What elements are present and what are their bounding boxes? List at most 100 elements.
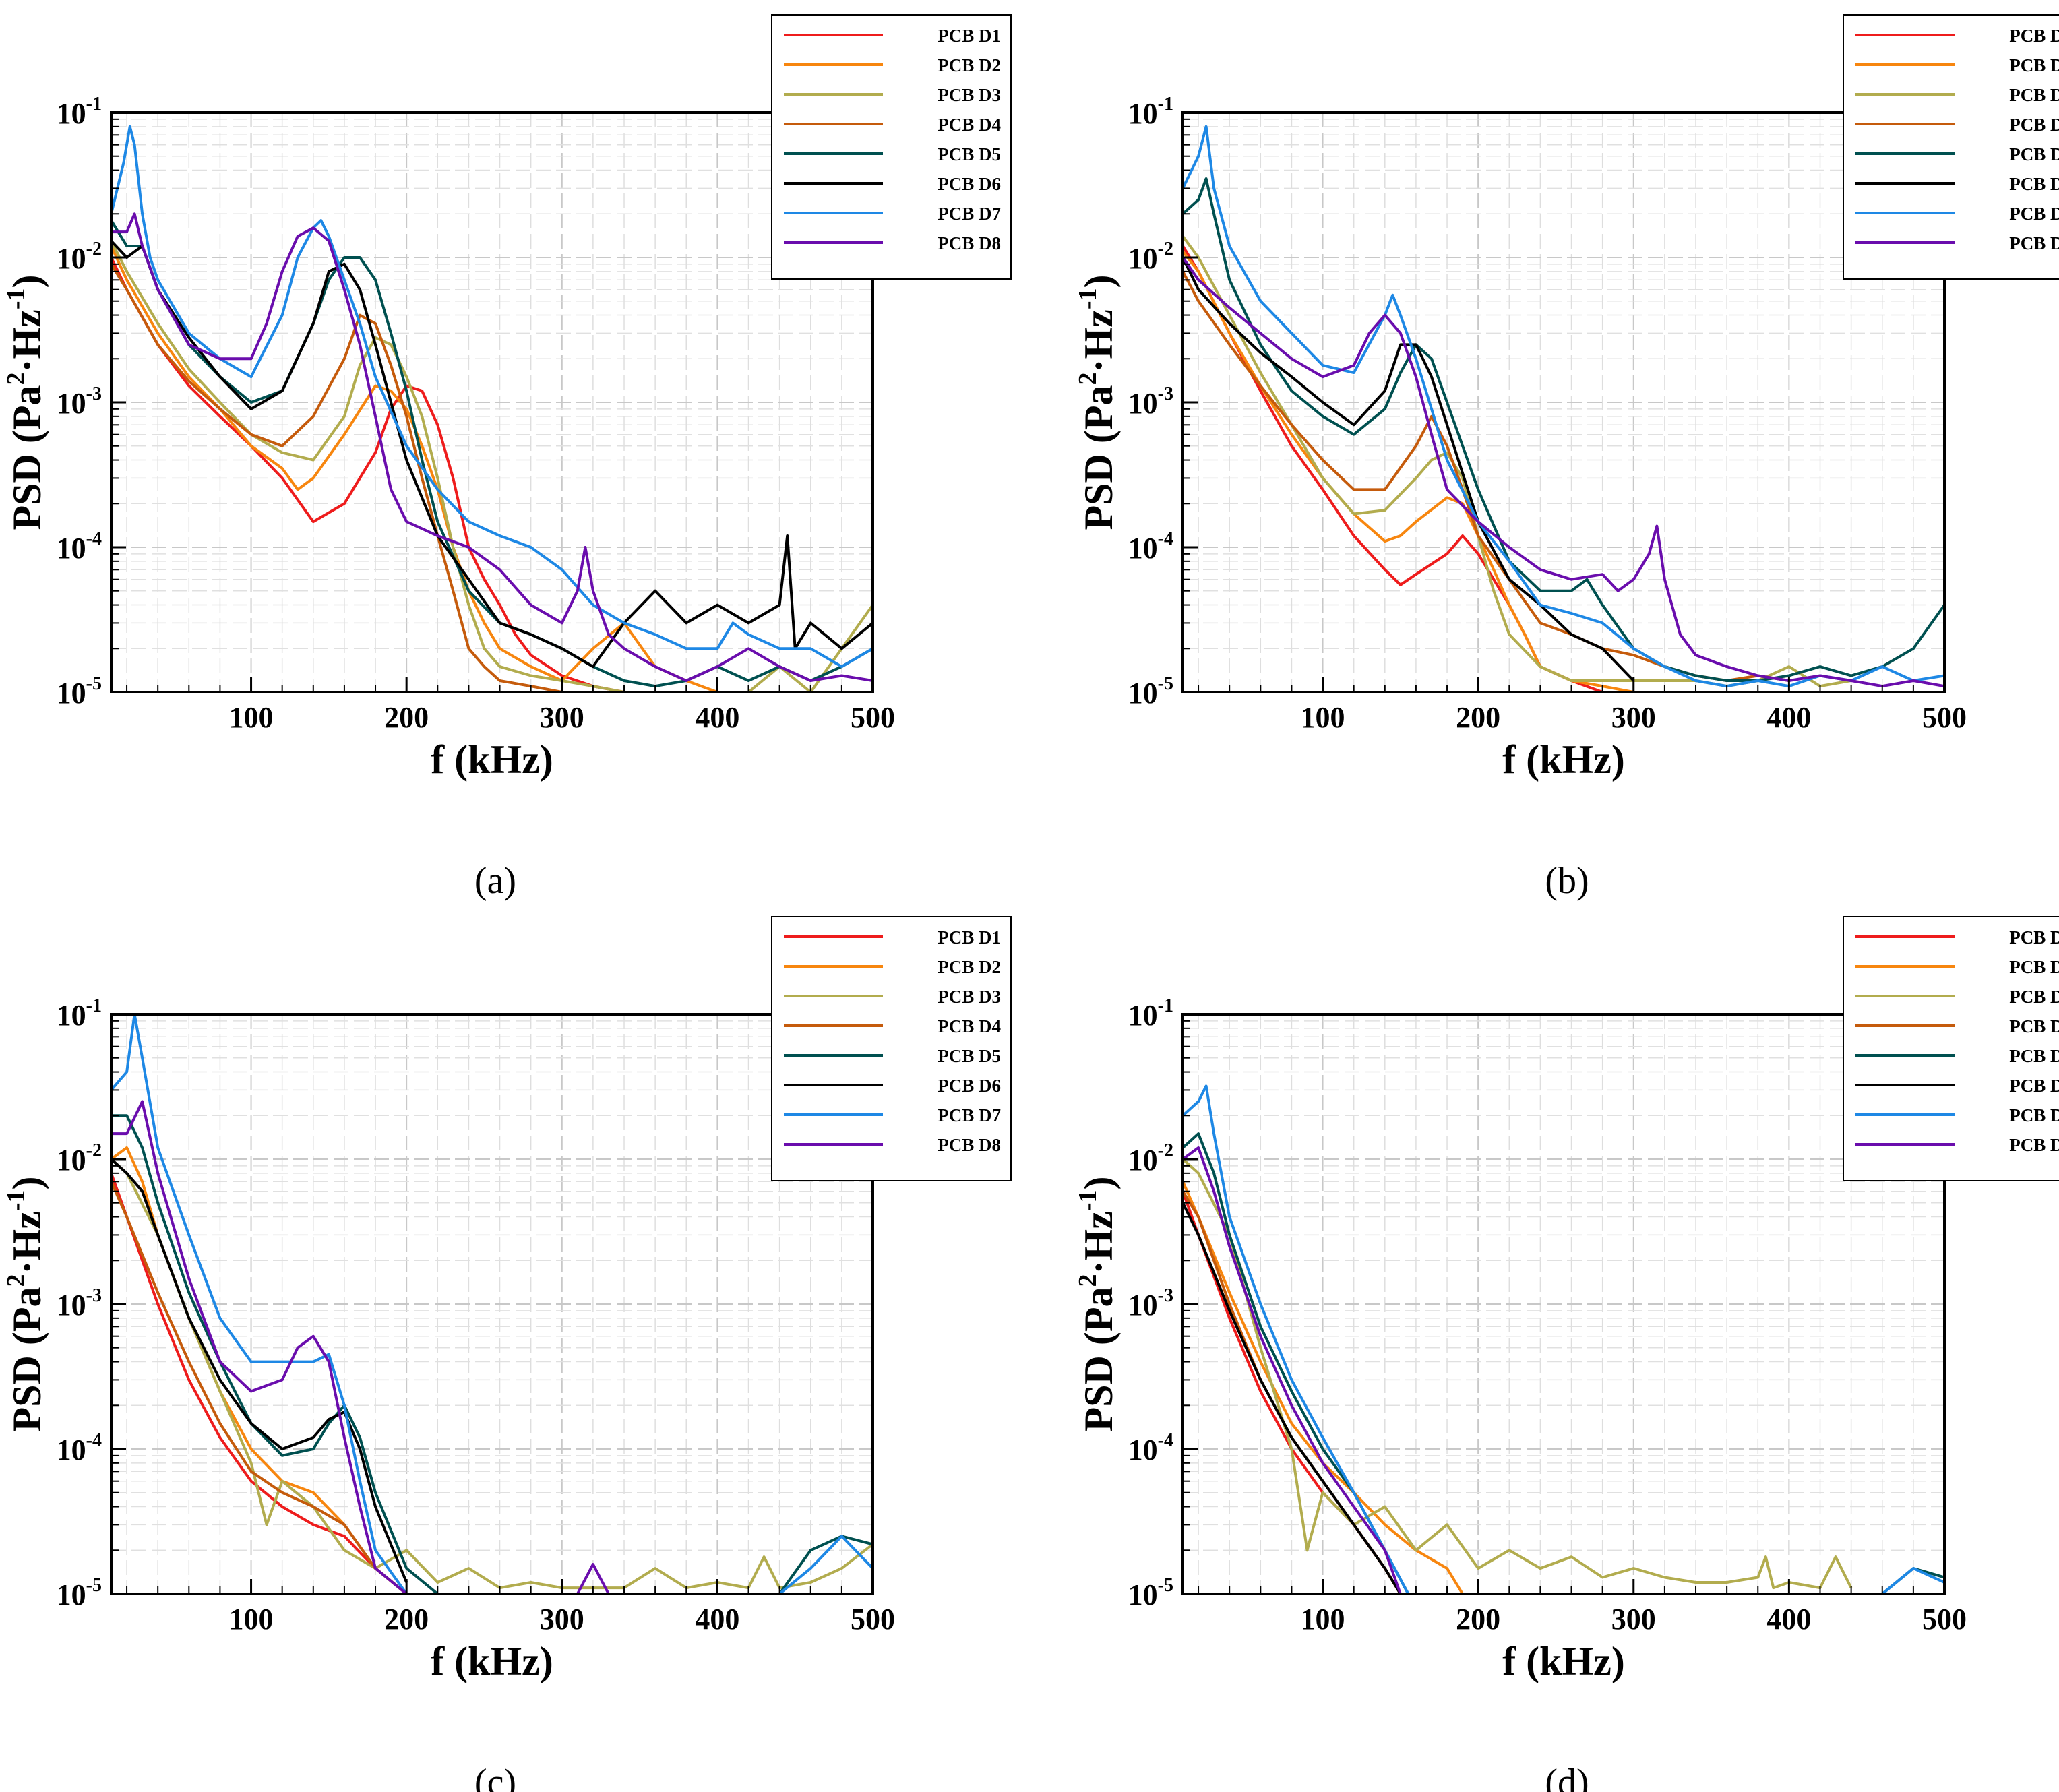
x-axis-label: f (kHz): [1502, 737, 1625, 782]
legend-entry: PCB D7: [2009, 204, 2059, 224]
y-tick-label: 10-3: [1128, 1285, 1173, 1322]
x-tick-label: 200: [1456, 1603, 1500, 1636]
legend-entry: PCB D6: [938, 1076, 1001, 1096]
legend-entry: PCB D6: [2009, 1076, 2059, 1096]
x-tick-label: 100: [1301, 1603, 1345, 1636]
chart-panel-b: 100 200 300 400 500 10-5 10-4 10-3 10-2 10-1 f (kH…: [1074, 14, 2059, 902]
series-group: [111, 1014, 873, 1594]
x-axis-label: f (kHz): [1502, 1639, 1625, 1683]
legend-entry: PCB D5: [938, 1046, 1001, 1066]
legend-entry: PCB D3: [938, 85, 1001, 105]
legend-entry: PCB D8: [2009, 233, 2059, 253]
legend-entry: PCB D1: [2009, 927, 2059, 948]
y-axis-label: PSD (Pa2·Hz-1): [1074, 1177, 1121, 1432]
legend: PCB D1 PCB D2 PCB D3 PCB D4 PCB D5 PCB D6 PCB …: [771, 14, 1012, 280]
legend-box: [771, 916, 1012, 1181]
series-pcb-d6: [111, 240, 873, 669]
series-pcb-d5: [111, 1114, 873, 1594]
x-tick-label: 200: [384, 701, 429, 734]
y-tick-label: 10-5: [57, 673, 102, 710]
x-tick-label: 100: [229, 701, 274, 734]
y-tick-label: 10-4: [1128, 528, 1173, 565]
y-tick-label: 10-4: [57, 1430, 102, 1466]
x-tick-label: 400: [1766, 1603, 1811, 1636]
legend-entry: PCB D2: [938, 55, 1001, 75]
chart-panel-d: 100 200 300 400 500 10-5 10-4 10-3 10-2 10-1 f (kH…: [1074, 916, 2059, 1792]
y-tick-label: 10-1: [57, 94, 102, 130]
panel-caption: (a): [474, 860, 516, 902]
series-group: [1183, 125, 1944, 692]
legend-entry: PCB D2: [2009, 55, 2059, 75]
y-tick-label: 10-2: [1128, 1140, 1173, 1177]
legend-box: [771, 14, 1012, 280]
legend-entry: PCB D1: [938, 26, 1001, 46]
legend-entry: PCB D1: [938, 927, 1001, 948]
legend-entry: PCB D8: [2009, 1135, 2059, 1155]
y-tick-label: 10-5: [1128, 673, 1173, 710]
x-tick-label: 200: [384, 1603, 429, 1636]
legend-entry: PCB D6: [2009, 174, 2059, 194]
y-tick-label: 10-3: [57, 1285, 102, 1322]
legend-entry: PCB D7: [938, 1105, 1001, 1125]
y-axis-label: PSD (Pa2·Hz-1): [2, 275, 49, 530]
series-pcb-d1: [111, 1173, 408, 1594]
series-pcb-d8: [1183, 1146, 1402, 1594]
x-tick-label: 500: [851, 701, 895, 734]
x-tick-label: 400: [1766, 701, 1811, 734]
y-tick-label: 10-3: [1128, 383, 1173, 420]
x-tick-label: 300: [1611, 1603, 1656, 1636]
legend-entry: PCB D6: [938, 174, 1001, 194]
x-tick-label: 200: [1456, 701, 1500, 734]
series-pcb-d7: [111, 125, 873, 669]
series-pcb-d4: [111, 263, 624, 692]
y-tick-label: 10-1: [57, 995, 102, 1032]
series-pcb-d5: [1183, 1132, 1944, 1594]
legend-box: [1843, 14, 2059, 280]
panel-caption: (b): [1545, 860, 1589, 902]
series-pcb-d8: [111, 1100, 610, 1594]
legend: PCB D1 PCB D2 PCB D3 PCB D4 PCB D5 PCB D6 PCB …: [1843, 14, 2059, 280]
legend-entry: PCB D3: [2009, 85, 2059, 105]
panel-caption: (c): [474, 1762, 516, 1792]
x-tick-label: 100: [229, 1603, 274, 1636]
x-axis-label: f (kHz): [431, 737, 553, 782]
series-pcb-d3: [1183, 1158, 1853, 1590]
legend-entry: PCB D8: [938, 233, 1001, 253]
y-axis-label: PSD (Pa2·Hz-1): [1074, 275, 1121, 530]
y-tick-label: 10-1: [1128, 94, 1173, 130]
x-tick-label: 300: [540, 1603, 584, 1636]
y-tick-label: 10-4: [57, 528, 102, 565]
x-tick-label: 300: [540, 701, 584, 734]
legend-entry: PCB D5: [938, 144, 1001, 164]
series-pcb-d7: [1183, 1084, 1944, 1594]
legend-entry: PCB D4: [2009, 1016, 2059, 1037]
legend-entry: PCB D7: [2009, 1105, 2059, 1125]
panel-caption: (d): [1545, 1762, 1589, 1792]
series-pcb-d6: [1183, 257, 1635, 682]
chart-panel-a: 100 200 300 400 500 10-5 10-4 10-3 10-2 10-1 f (kH…: [2, 14, 1012, 902]
legend-box: [1843, 916, 2059, 1181]
series-pcb-d3: [111, 1158, 873, 1590]
y-tick-label: 10-3: [57, 383, 102, 420]
y-axis-label: PSD (Pa2·Hz-1): [2, 1177, 49, 1432]
y-tick-label: 10-2: [57, 1140, 102, 1177]
x-tick-label: 100: [1301, 701, 1345, 734]
series-pcb-d1: [111, 257, 656, 692]
x-tick-label: 500: [851, 1603, 895, 1636]
legend-entry: PCB D3: [2009, 987, 2059, 1007]
legend-entry: PCB D3: [938, 987, 1001, 1007]
y-tick-label: 10-5: [57, 1575, 102, 1611]
series-group: [1183, 1084, 1944, 1594]
x-tick-label: 400: [695, 1603, 739, 1636]
legend-entry: PCB D5: [2009, 144, 2059, 164]
legend-entry: PCB D7: [938, 204, 1001, 224]
y-tick-label: 10-5: [1128, 1575, 1173, 1611]
legend-entry: PCB D4: [2009, 115, 2059, 135]
series-pcb-d7: [111, 1014, 873, 1594]
x-tick-label: 500: [1922, 1603, 1967, 1636]
legend-entry: PCB D8: [938, 1135, 1001, 1155]
legend-entry: PCB D5: [2009, 1046, 2059, 1066]
y-tick-label: 10-4: [1128, 1430, 1173, 1466]
series-pcb-d8: [111, 212, 873, 682]
